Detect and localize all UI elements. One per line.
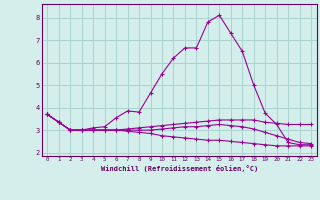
X-axis label: Windchill (Refroidissement éolien,°C): Windchill (Refroidissement éolien,°C) (100, 165, 258, 172)
